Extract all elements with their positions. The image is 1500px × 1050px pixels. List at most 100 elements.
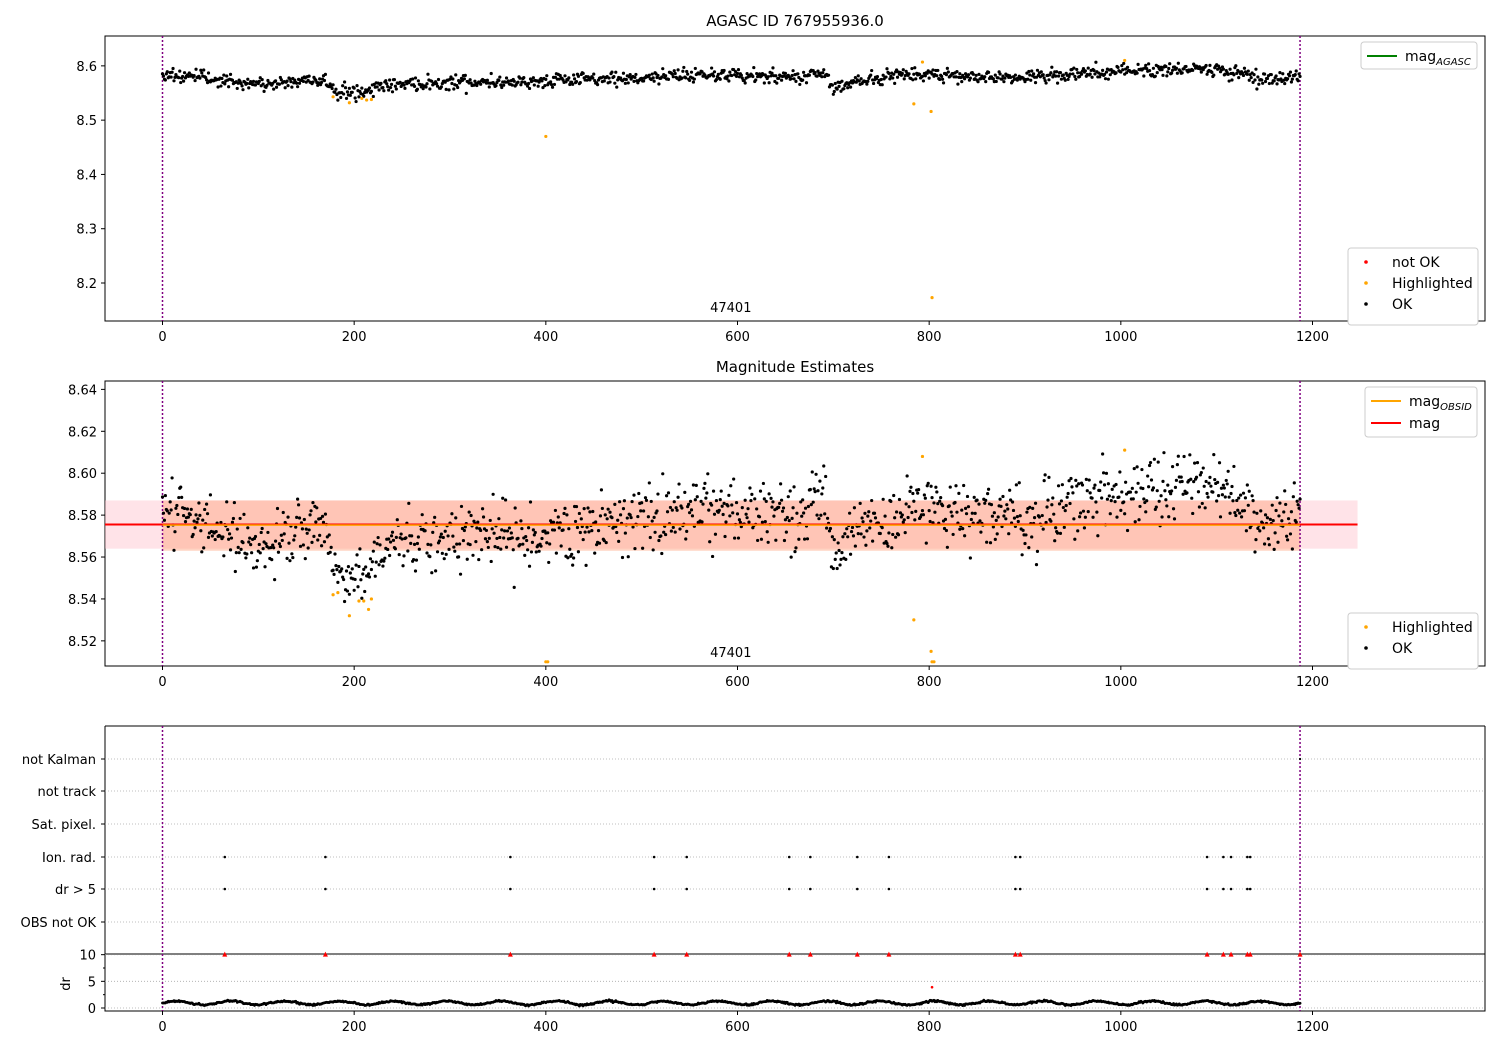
ok-point [578, 80, 582, 85]
ok-point [257, 79, 261, 83]
ok-point [322, 78, 327, 83]
ok-point [955, 510, 959, 514]
ok-point [778, 501, 782, 505]
ok-point [316, 538, 320, 542]
ok-point [485, 78, 489, 82]
ok-point [744, 512, 748, 516]
ok-point [520, 526, 524, 531]
ok-point [672, 69, 676, 73]
ok-point [1078, 511, 1083, 515]
ok-point [870, 498, 874, 503]
ok-point [279, 78, 283, 82]
ok-point [798, 82, 802, 87]
ok-point [468, 78, 472, 82]
ok-point [650, 519, 654, 523]
ok-point [770, 71, 774, 75]
ok-point [227, 537, 231, 541]
ok-point [940, 504, 945, 508]
y-tick-label: 8.56 [68, 551, 97, 566]
ok-point [769, 496, 773, 500]
ok-point [437, 539, 442, 543]
ok-point [802, 537, 807, 541]
ok-point [911, 78, 915, 82]
ok-point [175, 503, 179, 508]
ok-point [851, 534, 856, 538]
ok-point [757, 72, 762, 76]
highlighted-point [546, 660, 550, 664]
ok-point [1095, 510, 1099, 514]
ok-point [1117, 495, 1121, 499]
ok-point [714, 498, 719, 503]
ok-point [337, 564, 341, 569]
ok-point [1269, 72, 1273, 77]
ok-point [640, 76, 644, 81]
dr-flag-point [887, 887, 891, 891]
ok-point [1027, 546, 1031, 550]
ok-point [1044, 520, 1048, 525]
x-tick-label: 1200 [1296, 330, 1329, 345]
ok-point [398, 80, 402, 84]
ok-point [586, 506, 590, 510]
ok-point [402, 554, 406, 558]
flag-row-label: not Kalman [22, 753, 96, 768]
ok-point [452, 87, 456, 91]
ok-point [474, 540, 478, 544]
ok-point [836, 541, 840, 545]
ok-point [815, 513, 819, 517]
ok-point [986, 70, 991, 74]
dr-flag-point [685, 887, 689, 891]
ok-point [718, 77, 722, 81]
ok-point [511, 548, 515, 552]
ok-point [1166, 483, 1170, 487]
ok-point [528, 500, 533, 504]
ok-point [1283, 81, 1287, 86]
ok-point [457, 555, 461, 559]
ok-point [447, 547, 451, 551]
ok-point [262, 89, 266, 93]
ok-point [194, 67, 198, 71]
ok-point [1061, 73, 1065, 77]
ok-point [1288, 532, 1293, 536]
ok-point [275, 506, 280, 511]
ok-point [309, 509, 313, 513]
ok-point [861, 520, 865, 524]
ok-point [319, 80, 324, 84]
ok-point [1142, 74, 1146, 78]
x-tick-label: 400 [533, 1020, 558, 1035]
ok-point [342, 92, 346, 96]
ok-point [220, 76, 224, 81]
ok-point [641, 509, 646, 513]
ok-point [948, 485, 952, 489]
ok-point [685, 529, 689, 533]
ok-point [439, 532, 443, 536]
ok-point [502, 536, 506, 540]
ok-point [1213, 477, 1217, 482]
ion-rad-flag-point [887, 855, 891, 859]
ok-point [957, 491, 961, 495]
ok-point [1057, 502, 1062, 506]
ok-point [369, 89, 374, 93]
ok-point [1202, 484, 1206, 488]
ok-point [494, 84, 498, 88]
ok-point [424, 85, 428, 89]
ok-point [926, 481, 930, 485]
ok-point [755, 71, 759, 76]
ok-point [651, 548, 655, 552]
ok-point [249, 543, 253, 547]
ok-point [1111, 495, 1115, 499]
ok-point [502, 83, 506, 87]
ok-point [624, 77, 628, 82]
ok-point [371, 94, 375, 99]
ok-point [488, 518, 492, 523]
ok-point [1109, 498, 1113, 503]
marker-legend-label: Highlighted [1392, 620, 1473, 636]
ok-point [1020, 553, 1024, 557]
ok-point [506, 79, 511, 83]
ok-point [230, 78, 235, 82]
ok-point [714, 78, 719, 82]
ok-point [1258, 529, 1262, 533]
ok-point [1091, 515, 1095, 519]
ok-point [529, 550, 534, 554]
y-tick-label: 8.54 [68, 593, 97, 608]
ok-point [1136, 481, 1140, 485]
